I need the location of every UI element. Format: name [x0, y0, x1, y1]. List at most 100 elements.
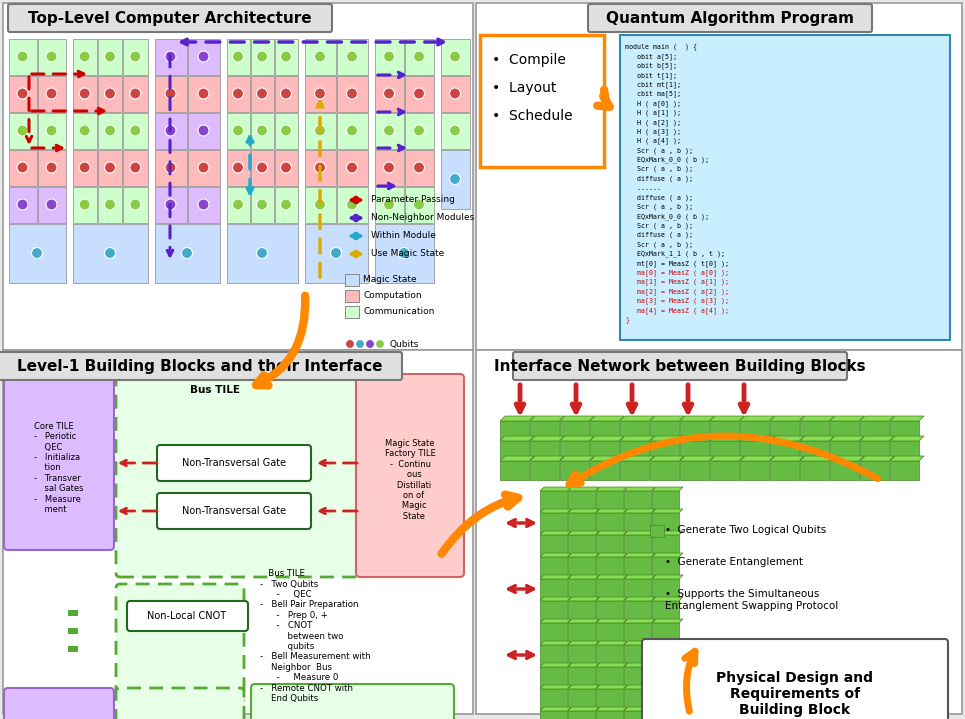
Circle shape	[130, 199, 141, 210]
Circle shape	[17, 88, 28, 99]
Text: obit b[5];: obit b[5];	[625, 63, 677, 69]
Bar	[227, 150, 250, 186]
Text: EQxMark_0_0 ( b );: EQxMark_0_0 ( b );	[625, 213, 709, 219]
Text: Quantum Algorithm Program: Quantum Algorithm Program	[606, 11, 854, 25]
Text: Level-1 Building Blocks and their Interface: Level-1 Building Blocks and their Interf…	[17, 359, 383, 373]
Bar	[596, 711, 623, 719]
Bar	[568, 601, 595, 622]
Bar	[68, 646, 78, 652]
Bar	[404, 112, 433, 149]
Polygon shape	[710, 416, 744, 421]
Bar	[404, 75, 433, 111]
Bar	[770, 421, 799, 440]
FancyBboxPatch shape	[116, 374, 364, 577]
Circle shape	[399, 247, 409, 259]
Bar	[337, 39, 368, 75]
Bar	[590, 461, 619, 480]
Bar	[476, 350, 962, 714]
Polygon shape	[770, 416, 804, 421]
Text: ma[0] = MeasZ ( a[0] );: ma[0] = MeasZ ( a[0] );	[625, 269, 729, 276]
Polygon shape	[890, 416, 924, 421]
Circle shape	[346, 125, 357, 136]
Text: Non-Local CNOT: Non-Local CNOT	[148, 611, 227, 621]
Polygon shape	[540, 641, 571, 645]
Circle shape	[366, 339, 374, 349]
Polygon shape	[596, 641, 627, 645]
Polygon shape	[770, 456, 804, 461]
Polygon shape	[568, 487, 599, 491]
Polygon shape	[830, 436, 864, 441]
Circle shape	[383, 162, 395, 173]
Circle shape	[315, 51, 325, 62]
Circle shape	[281, 125, 291, 136]
Polygon shape	[710, 436, 744, 441]
Bar	[596, 557, 623, 578]
Bar	[154, 186, 186, 222]
Polygon shape	[624, 553, 655, 557]
Text: Computation: Computation	[363, 291, 422, 301]
Bar	[97, 75, 123, 111]
Bar	[500, 441, 529, 460]
Bar	[72, 75, 96, 111]
Bar	[830, 461, 859, 480]
Bar	[154, 75, 186, 111]
Text: ma[3] = MeasZ ( a[3] );: ma[3] = MeasZ ( a[3] );	[625, 298, 729, 304]
Bar	[740, 461, 769, 480]
Bar	[72, 150, 96, 186]
Bar	[187, 112, 219, 149]
Circle shape	[79, 199, 90, 210]
Polygon shape	[800, 416, 834, 421]
Bar	[540, 579, 567, 600]
Polygon shape	[650, 436, 684, 441]
Polygon shape	[530, 456, 564, 461]
Polygon shape	[800, 456, 834, 461]
Circle shape	[281, 88, 291, 99]
Circle shape	[345, 339, 354, 349]
Polygon shape	[540, 509, 571, 513]
Circle shape	[346, 162, 357, 173]
Bar	[652, 513, 679, 534]
Polygon shape	[568, 575, 599, 579]
Bar	[68, 610, 78, 616]
Bar	[251, 150, 273, 186]
FancyBboxPatch shape	[116, 584, 244, 702]
Bar	[440, 39, 470, 75]
Circle shape	[355, 339, 365, 349]
Text: Bus TILE
-   Two Qubits
      -     QEC
-   Bell Pair Preparation
      -   Prep: Bus TILE - Two Qubits - QEC - Bell Pair …	[260, 569, 371, 703]
Bar	[251, 75, 273, 111]
Circle shape	[165, 51, 176, 62]
Text: Non-Transversal Gate: Non-Transversal Gate	[182, 458, 286, 468]
Circle shape	[233, 51, 243, 62]
Text: Top-Level Computer Architecture: Top-Level Computer Architecture	[28, 11, 312, 25]
Polygon shape	[652, 575, 683, 579]
Polygon shape	[530, 416, 564, 421]
Polygon shape	[540, 575, 571, 579]
Bar	[650, 441, 679, 460]
Bar	[620, 441, 649, 460]
Text: Magic State: Magic State	[363, 275, 417, 285]
Bar	[97, 150, 123, 186]
Polygon shape	[680, 416, 714, 421]
Bar	[890, 441, 919, 460]
Circle shape	[198, 199, 209, 210]
Circle shape	[104, 125, 116, 136]
Bar	[274, 75, 297, 111]
Bar	[97, 186, 123, 222]
Bar	[596, 579, 623, 600]
Polygon shape	[568, 553, 599, 557]
Bar	[38, 186, 66, 222]
Circle shape	[413, 199, 425, 210]
Bar	[890, 461, 919, 480]
Circle shape	[198, 125, 209, 136]
Bar	[596, 535, 623, 556]
Bar	[345, 274, 359, 286]
Polygon shape	[540, 685, 571, 689]
Bar	[800, 441, 829, 460]
Text: Core TILE
-   Periotic
    QEC
-   Initializa
    tion
-   Transver
    sal Gate: Core TILE - Periotic QEC - Initializa ti…	[34, 422, 84, 514]
Bar	[624, 645, 651, 666]
Circle shape	[79, 51, 90, 62]
Circle shape	[257, 162, 267, 173]
Polygon shape	[710, 456, 744, 461]
Text: cbit ma[5];: cbit ma[5];	[625, 91, 681, 97]
Circle shape	[198, 51, 209, 62]
